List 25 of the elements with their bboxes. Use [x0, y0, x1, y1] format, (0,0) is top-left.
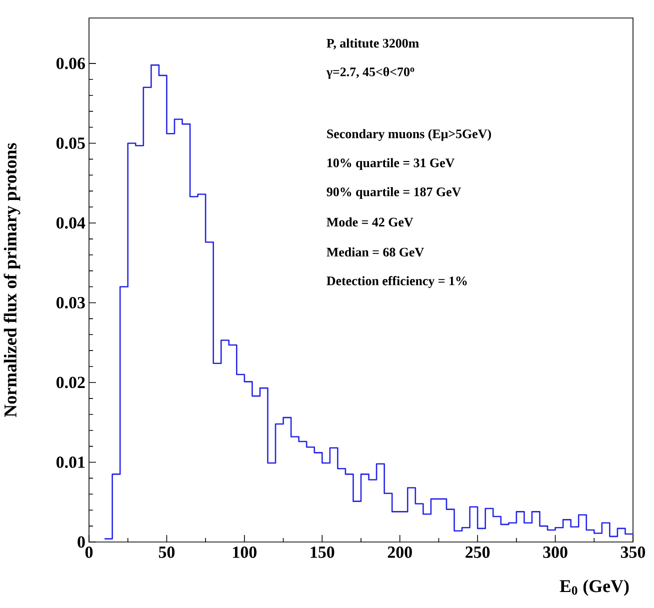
x-tick-label: 350 — [620, 546, 646, 558]
annotation: Median = 68 GeV — [326, 247, 424, 257]
x-tick-label: 0 — [85, 546, 93, 558]
annotation: P, altitute 3200m — [326, 38, 419, 50]
y-tick-label: 0.01 — [56, 456, 85, 468]
x-tick-label: 50 — [158, 546, 175, 558]
y-tick-label: 0.06 — [56, 58, 85, 70]
y-axis-title: Normalized flux of primary protons — [4, 143, 20, 417]
x-tick-label: 300 — [543, 546, 568, 558]
x-tick-label: 250 — [466, 546, 490, 558]
annotation: Detection efficiency = 1% — [326, 276, 467, 288]
annotation: Mode = 42 GeV — [326, 217, 414, 227]
annotation: 10% quartile = 31 GeV — [327, 158, 455, 170]
x-tick-label: 100 — [233, 546, 256, 558]
y-tick-label: 0.04 — [56, 217, 86, 229]
y-tick-label: 0.02 — [56, 376, 85, 388]
annotation: γ=2.7, 45<θ<70$^{o}$ — [326, 67, 414, 79]
x-tick-label: 200 — [388, 546, 412, 558]
annotation: 90% quartile = 187 GeV — [326, 187, 462, 199]
y-tick-label: 0.05 — [56, 137, 85, 149]
annotation: Secondary muons (Eμ>5GeV) — [327, 129, 491, 141]
x-tick-label: 150 — [310, 546, 334, 558]
x-axis-title: E$_{0}$ (GeV) — [560, 580, 629, 596]
y-tick-label: 0.03 — [56, 296, 85, 308]
y-tick-label: 0 — [78, 536, 85, 548]
